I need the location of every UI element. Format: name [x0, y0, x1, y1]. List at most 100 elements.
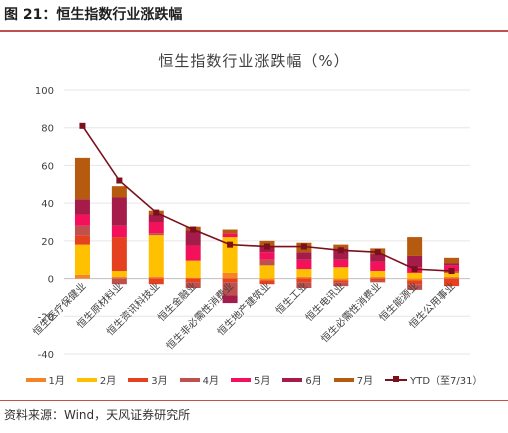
y-tick-label: -40: [38, 350, 54, 361]
legend-label: 7月: [356, 376, 374, 387]
legend-label: 4月: [202, 376, 219, 387]
y-tick-label: 40: [41, 199, 54, 210]
bar-segment: [370, 254, 386, 262]
legend-swatch: [231, 377, 251, 382]
x-tick-label: 恒生医疗保健业: [30, 280, 89, 339]
bar-segment: [407, 284, 423, 290]
bar-segment: [370, 261, 386, 272]
legend-item: 4月: [179, 372, 219, 387]
bar-segment: [407, 272, 423, 279]
bar-segment: [185, 282, 201, 288]
legend-item: 6月: [282, 372, 322, 387]
bar-segment: [296, 252, 312, 260]
bar-segment: [333, 267, 349, 279]
bar-segment: [74, 157, 90, 200]
bar-segment: [111, 278, 127, 285]
bar-segment: [74, 235, 90, 245]
ytd-marker: [227, 241, 234, 248]
legend-label: YTD（至7/31）: [410, 376, 483, 387]
bar-segment: [407, 237, 423, 256]
legend-swatch: [333, 377, 354, 382]
legend-swatch: [76, 377, 97, 382]
legend-swatch: [25, 377, 46, 382]
bar-segment: [148, 233, 164, 236]
bar-segment: [111, 237, 127, 272]
y-tick-label: 80: [41, 124, 54, 135]
bar-segment: [74, 214, 90, 226]
title-rule: [0, 30, 508, 32]
chart-title: 恒生指数行业涨跌幅（%）: [158, 52, 350, 70]
bar-segment: [259, 265, 275, 279]
bar-segment: [185, 260, 201, 278]
bar-segment: [148, 214, 164, 222]
bar-segment: [74, 199, 90, 215]
bar-segment: [148, 235, 164, 277]
legend-label: 3月: [151, 376, 168, 387]
bar-segment: [74, 244, 90, 275]
ytd-marker: [337, 247, 344, 254]
bar-segment: [296, 259, 312, 270]
bar-segment: [444, 257, 460, 264]
bar-segment: [444, 276, 460, 279]
bar-segment: [185, 245, 201, 261]
bar-segment: [222, 229, 238, 234]
bar-segment: [222, 295, 238, 304]
legend-item: 1月: [25, 372, 65, 387]
bar-segment: [444, 278, 460, 287]
bar-segment: [444, 263, 460, 266]
bar-segment: [148, 278, 164, 285]
bar-segment: [222, 272, 238, 279]
bar-segment: [333, 244, 349, 249]
bar-segment: [333, 248, 349, 260]
bar-segment: [407, 280, 423, 285]
bar-segment: [370, 280, 386, 283]
bar-segment: [296, 276, 312, 279]
legend-label: 1月: [48, 376, 65, 387]
legend-item: 3月: [128, 372, 168, 387]
y-tick-label: 0: [48, 275, 54, 286]
bar-segment: [148, 222, 164, 234]
legend-item: 5月: [231, 372, 270, 387]
bar-segment: [259, 259, 275, 266]
y-tick-label: 20: [41, 237, 54, 248]
bar-segment: [296, 269, 312, 277]
bar-segment: [333, 282, 349, 287]
ytd-marker: [153, 209, 160, 216]
legend-item-ytd: YTD（至7/31）: [385, 372, 483, 387]
bar-segment: [222, 282, 238, 296]
bar-segment: [148, 276, 164, 279]
bar-segment: [444, 272, 460, 277]
ytd-marker: [374, 249, 381, 256]
legend-swatch: [179, 377, 200, 382]
legend-label: 5月: [254, 376, 271, 387]
legend-swatch: [385, 375, 408, 382]
bar-segment: [370, 276, 386, 279]
chart-plot: -40-20020406080100恒生医疗保健业恒生原材料业恒生资讯科技业恒生…: [30, 86, 470, 361]
legend-label: 2月: [99, 376, 117, 387]
bar-segment: [111, 186, 127, 198]
bar-segment: [111, 225, 127, 238]
bar-segment: [185, 277, 201, 279]
x-tick-label: 恒生工业: [273, 280, 310, 317]
bar-segment: [185, 230, 201, 246]
bar-segment: [333, 280, 349, 283]
bar-segment: [370, 278, 386, 281]
bar-segment: [370, 271, 386, 277]
ytd-marker: [411, 266, 418, 273]
bar-segment: [222, 237, 238, 273]
source-rule: [0, 400, 508, 401]
bar-segment: [74, 225, 90, 236]
legend-swatch: [282, 377, 303, 382]
y-tick-label: 100: [35, 86, 54, 97]
source-note: 资料来源：Wind，天风证券研究所: [4, 408, 191, 422]
ytd-marker: [448, 268, 455, 275]
legend-swatch: [128, 377, 149, 382]
x-tick-label: 恒生必需性消费业: [318, 280, 384, 346]
ytd-marker: [300, 243, 307, 250]
ytd-marker: [116, 177, 123, 184]
bar-segment: [111, 271, 127, 277]
legend-item: 7月: [333, 372, 374, 387]
bar-segment: [222, 233, 238, 238]
bar-segment: [333, 278, 349, 281]
bar-segment: [333, 259, 349, 268]
